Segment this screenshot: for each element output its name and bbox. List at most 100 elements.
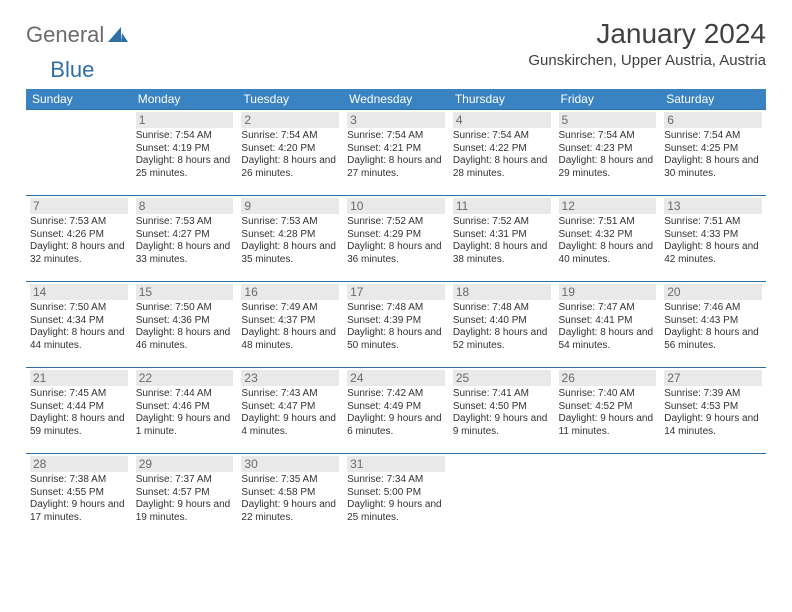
logo-text-general: General <box>26 22 104 48</box>
weekday-header-row: SundayMondayTuesdayWednesdayThursdayFrid… <box>26 89 766 110</box>
day-details: Sunrise: 7:52 AM Sunset: 4:31 PM Dayligh… <box>453 216 551 266</box>
weekday-header: Saturday <box>660 89 766 110</box>
calendar-day-cell: 30 Sunrise: 7:35 AM Sunset: 4:58 PM Dayli… <box>237 454 343 540</box>
day-number: 6 <box>664 112 762 128</box>
day-number: 11 <box>453 198 551 214</box>
day-number: 22 <box>136 370 234 386</box>
calendar-day-cell: 25 Sunrise: 7:41 AM Sunset: 4:50 PM Dayli… <box>449 368 555 454</box>
calendar-week-row: 1 Sunrise: 7:54 AM Sunset: 4:19 PM Daylig… <box>26 110 766 196</box>
day-number: 18 <box>453 284 551 300</box>
day-details: Sunrise: 7:52 AM Sunset: 4:29 PM Dayligh… <box>347 216 445 266</box>
weekday-header: Sunday <box>26 89 132 110</box>
day-details: Sunrise: 7:41 AM Sunset: 4:50 PM Dayligh… <box>453 388 551 438</box>
calendar-day-cell: 26 Sunrise: 7:40 AM Sunset: 4:52 PM Dayli… <box>555 368 661 454</box>
day-number: 23 <box>241 370 339 386</box>
day-details: Sunrise: 7:34 AM Sunset: 5:00 PM Dayligh… <box>347 474 445 524</box>
day-number: 30 <box>241 456 339 472</box>
calendar-empty-cell <box>555 454 661 540</box>
day-number: 15 <box>136 284 234 300</box>
day-number: 27 <box>664 370 762 386</box>
logo-text-blue: Blue <box>50 57 94 83</box>
day-number: 17 <box>347 284 445 300</box>
calendar-day-cell: 4 Sunrise: 7:54 AM Sunset: 4:22 PM Daylig… <box>449 110 555 196</box>
calendar-empty-cell <box>449 454 555 540</box>
calendar-day-cell: 3Sunrise: 7:54 AM Sunset: 4:21 PM Daylig… <box>343 110 449 196</box>
day-details: Sunrise: 7:54 AM Sunset: 4:22 PM Dayligh… <box>453 130 551 180</box>
day-details: Sunrise: 7:43 AM Sunset: 4:47 PM Dayligh… <box>241 388 339 438</box>
day-number: 8 <box>136 198 234 214</box>
day-number: 14 <box>30 284 128 300</box>
day-details: Sunrise: 7:51 AM Sunset: 4:33 PM Dayligh… <box>664 216 762 266</box>
day-details: Sunrise: 7:54 AM Sunset: 4:19 PM Dayligh… <box>136 130 234 180</box>
day-details: Sunrise: 7:37 AM Sunset: 4:57 PM Dayligh… <box>136 474 234 524</box>
day-details: Sunrise: 7:40 AM Sunset: 4:52 PM Dayligh… <box>559 388 657 438</box>
page-title: January 2024 <box>528 18 766 50</box>
calendar-day-cell: 12Sunrise: 7:51 AM Sunset: 4:32 PM Dayli… <box>555 196 661 282</box>
calendar-day-cell: 20 Sunrise: 7:46 AM Sunset: 4:43 PM Dayli… <box>660 282 766 368</box>
calendar-day-cell: 8 Sunrise: 7:53 AM Sunset: 4:27 PM Daylig… <box>132 196 238 282</box>
logo-triangle-icon <box>108 24 128 47</box>
weekday-header: Monday <box>132 89 238 110</box>
weekday-header: Thursday <box>449 89 555 110</box>
day-details: Sunrise: 7:53 AM Sunset: 4:27 PM Dayligh… <box>136 216 234 266</box>
calendar-day-cell: 21 Sunrise: 7:45 AM Sunset: 4:44 PM Dayli… <box>26 368 132 454</box>
day-details: Sunrise: 7:42 AM Sunset: 4:49 PM Dayligh… <box>347 388 445 438</box>
day-details: Sunrise: 7:45 AM Sunset: 4:44 PM Dayligh… <box>30 388 128 438</box>
day-number: 20 <box>664 284 762 300</box>
day-details: Sunrise: 7:54 AM Sunset: 4:25 PM Dayligh… <box>664 130 762 180</box>
day-details: Sunrise: 7:48 AM Sunset: 4:40 PM Dayligh… <box>453 302 551 352</box>
day-details: Sunrise: 7:38 AM Sunset: 4:55 PM Dayligh… <box>30 474 128 524</box>
day-details: Sunrise: 7:53 AM Sunset: 4:28 PM Dayligh… <box>241 216 339 266</box>
calendar-empty-cell <box>660 454 766 540</box>
calendar-day-cell: 5 Sunrise: 7:54 AM Sunset: 4:23 PM Daylig… <box>555 110 661 196</box>
calendar-day-cell: 28 Sunrise: 7:38 AM Sunset: 4:55 PM Dayli… <box>26 454 132 540</box>
day-number: 13 <box>664 198 762 214</box>
location-text: Gunskirchen, Upper Austria, Austria <box>528 52 766 69</box>
day-details: Sunrise: 7:46 AM Sunset: 4:43 PM Dayligh… <box>664 302 762 352</box>
day-number: 9 <box>241 198 339 214</box>
day-number: 26 <box>559 370 657 386</box>
day-details: Sunrise: 7:54 AM Sunset: 4:23 PM Dayligh… <box>559 130 657 180</box>
calendar-day-cell: 18 Sunrise: 7:48 AM Sunset: 4:40 PM Dayli… <box>449 282 555 368</box>
day-details: Sunrise: 7:48 AM Sunset: 4:39 PM Dayligh… <box>347 302 445 352</box>
calendar-week-row: 21 Sunrise: 7:45 AM Sunset: 4:44 PM Dayli… <box>26 368 766 454</box>
day-number: 28 <box>30 456 128 472</box>
calendar-day-cell: 2Sunrise: 7:54 AM Sunset: 4:20 PM Daylig… <box>237 110 343 196</box>
day-number: 25 <box>453 370 551 386</box>
calendar-day-cell: 7Sunrise: 7:53 AM Sunset: 4:26 PM Daylig… <box>26 196 132 282</box>
calendar-week-row: 14 Sunrise: 7:50 AM Sunset: 4:34 PM Dayli… <box>26 282 766 368</box>
day-details: Sunrise: 7:39 AM Sunset: 4:53 PM Dayligh… <box>664 388 762 438</box>
calendar-day-cell: 1 Sunrise: 7:54 AM Sunset: 4:19 PM Daylig… <box>132 110 238 196</box>
calendar-day-cell: 22 Sunrise: 7:44 AM Sunset: 4:46 PM Dayli… <box>132 368 238 454</box>
day-number: 21 <box>30 370 128 386</box>
calendar-day-cell: 15 Sunrise: 7:50 AM Sunset: 4:36 PM Dayli… <box>132 282 238 368</box>
day-details: Sunrise: 7:50 AM Sunset: 4:36 PM Dayligh… <box>136 302 234 352</box>
day-number: 10 <box>347 198 445 214</box>
calendar-day-cell: 10 Sunrise: 7:52 AM Sunset: 4:29 PM Dayli… <box>343 196 449 282</box>
calendar-week-row: 28 Sunrise: 7:38 AM Sunset: 4:55 PM Dayli… <box>26 454 766 540</box>
calendar-day-cell: 19Sunrise: 7:47 AM Sunset: 4:41 PM Dayli… <box>555 282 661 368</box>
day-details: Sunrise: 7:54 AM Sunset: 4:20 PM Dayligh… <box>241 130 339 180</box>
day-number: 1 <box>136 112 234 128</box>
calendar-day-cell: 31Sunrise: 7:34 AM Sunset: 5:00 PM Dayli… <box>343 454 449 540</box>
calendar-table: SundayMondayTuesdayWednesdayThursdayFrid… <box>26 89 766 540</box>
calendar-day-cell: 16Sunrise: 7:49 AM Sunset: 4:37 PM Dayli… <box>237 282 343 368</box>
calendar-day-cell: 11 Sunrise: 7:52 AM Sunset: 4:31 PM Dayli… <box>449 196 555 282</box>
day-number: 5 <box>559 112 657 128</box>
calendar-day-cell: 14 Sunrise: 7:50 AM Sunset: 4:34 PM Dayli… <box>26 282 132 368</box>
day-details: Sunrise: 7:44 AM Sunset: 4:46 PM Dayligh… <box>136 388 234 438</box>
calendar-day-cell: 17 Sunrise: 7:48 AM Sunset: 4:39 PM Dayli… <box>343 282 449 368</box>
day-details: Sunrise: 7:35 AM Sunset: 4:58 PM Dayligh… <box>241 474 339 524</box>
day-details: Sunrise: 7:50 AM Sunset: 4:34 PM Dayligh… <box>30 302 128 352</box>
day-number: 16 <box>241 284 339 300</box>
day-number: 7 <box>30 198 128 214</box>
calendar-day-cell: 24Sunrise: 7:42 AM Sunset: 4:49 PM Dayli… <box>343 368 449 454</box>
weekday-header: Tuesday <box>237 89 343 110</box>
day-number: 4 <box>453 112 551 128</box>
calendar-day-cell: 6 Sunrise: 7:54 AM Sunset: 4:25 PM Daylig… <box>660 110 766 196</box>
calendar-day-cell: 27 Sunrise: 7:39 AM Sunset: 4:53 PM Dayli… <box>660 368 766 454</box>
weekday-header: Wednesday <box>343 89 449 110</box>
weekday-header: Friday <box>555 89 661 110</box>
day-details: Sunrise: 7:51 AM Sunset: 4:32 PM Dayligh… <box>559 216 657 266</box>
day-details: Sunrise: 7:47 AM Sunset: 4:41 PM Dayligh… <box>559 302 657 352</box>
